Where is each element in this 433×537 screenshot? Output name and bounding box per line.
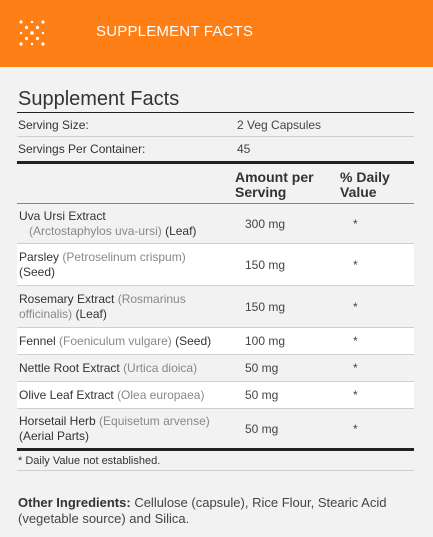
sparkle-x-icon — [18, 19, 46, 47]
ingredient-name: Rosemary Extract (Rosmarinus officinalis… — [19, 291, 186, 321]
ingredient-dv: * — [353, 257, 358, 272]
ingredient-dv: * — [353, 334, 358, 348]
table-row: Nettle Root Extract (Urtica dioica) 50 m… — [17, 355, 414, 382]
serving-size-label: Serving Size: — [18, 118, 89, 132]
table-row: Uva Ursi Extract (Arctostaphylos uva-urs… — [17, 204, 414, 244]
servings-value: 45 — [237, 142, 251, 156]
table-row: Fennel (Foeniculum vulgare) (Seed) 100 m… — [17, 328, 414, 355]
table-row: Parsley (Petroselinum crispum) (Seed) 15… — [17, 244, 414, 286]
other-ingredients-text: Cellulose (capsule), Rice Flour, Stearic… — [18, 495, 387, 526]
serving-size-row: Serving Size: 2 Veg Capsules — [17, 113, 414, 137]
ingredient-amount: 50 mg — [245, 361, 279, 375]
ingredient-amount: 300 mg — [245, 216, 286, 231]
ingredient-amount: 150 mg — [245, 257, 286, 272]
table-row: Olive Leaf Extract (Olea europaea) 50 mg… — [17, 382, 414, 409]
ingredient-dv: * — [353, 299, 358, 314]
ingredient-name: Uva Ursi Extract (Arctostaphylos uva-urs… — [19, 208, 197, 238]
ingredient-amount: 50 mg — [245, 421, 279, 436]
ingredient-dv: * — [353, 361, 358, 375]
ingredient-amount: 150 mg — [245, 299, 286, 314]
table-row: Rosemary Extract (Rosmarinus officinalis… — [17, 286, 414, 328]
col-amount-header: Amount per Serving — [235, 169, 314, 200]
supplement-facts-panel: Supplement Facts Serving Size: 2 Veg Cap… — [17, 85, 414, 471]
other-ingredients-label: Other Ingredients: — [18, 495, 131, 510]
facts-title: Supplement Facts — [17, 85, 414, 113]
ingredient-dv: * — [353, 216, 358, 231]
ingredient-name: Nettle Root Extract (Urtica dioica) — [19, 360, 198, 375]
col-dv-header: % Daily Value — [340, 169, 390, 200]
other-ingredients: Other Ingredients: Cellulose (capsule), … — [18, 495, 418, 527]
ingredient-name: Fennel (Foeniculum vulgare) (Seed) — [19, 333, 212, 348]
header-title: SUPPLEMENT FACTS — [96, 23, 254, 40]
servings-row: Servings Per Container: 45 — [17, 137, 414, 164]
servings-label: Servings Per Container: — [18, 142, 146, 156]
ingredient-amount: 100 mg — [245, 334, 286, 348]
ingredient-name: Horsetail Herb (Equisetum arvense) (Aeri… — [19, 413, 210, 443]
ingredient-name: Olive Leaf Extract (Olea europaea) — [19, 387, 205, 402]
serving-size-value: 2 Veg Capsules — [237, 118, 322, 132]
header-banner: SUPPLEMENT FACTS — [0, 0, 433, 67]
ingredient-dv: * — [353, 388, 358, 402]
ingredient-amount: 50 mg — [245, 388, 279, 402]
ingredient-dv: * — [353, 421, 358, 436]
daily-value-footnote: * Daily Value not established. — [17, 451, 414, 471]
table-row: Horsetail Herb (Equisetum arvense) (Aeri… — [17, 409, 414, 451]
column-header-row: Amount per Serving % Daily Value — [17, 164, 414, 204]
ingredient-name: Parsley (Petroselinum crispum) (Seed) — [19, 249, 186, 279]
